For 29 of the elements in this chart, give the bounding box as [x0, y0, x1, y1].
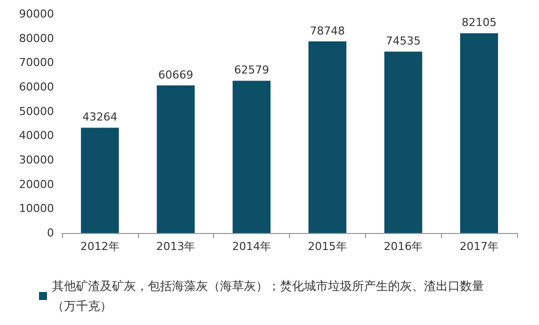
x-tick-label: 2014年 — [232, 240, 272, 253]
data-label: 82105 — [462, 16, 497, 30]
data-label: 62579 — [234, 64, 270, 77]
data-label: 78748 — [310, 24, 345, 38]
x-tick-label: 2015年 — [308, 240, 347, 253]
legend-label: 其他矿渣及矿灰，包括海藻灰（海草灰）；焚化城市垃圾所产生的灰、渣出口数量（万千克） — [52, 279, 484, 313]
data-label: 43264 — [82, 110, 118, 124]
data-label: 60669 — [158, 68, 194, 82]
y-tick-label: 60000 — [19, 80, 54, 94]
y-tick-label: 50000 — [19, 104, 54, 118]
bar — [80, 128, 119, 233]
y-tick-label: 0 — [47, 226, 54, 240]
bar — [156, 85, 195, 233]
bar — [460, 33, 498, 233]
x-tick-label: 2013年 — [156, 240, 196, 253]
x-tick-label: 2016年 — [384, 240, 423, 253]
y-tick-label: 40000 — [19, 129, 54, 142]
bar — [384, 52, 422, 233]
data-label: 74535 — [386, 34, 421, 48]
y-tick-label: 30000 — [19, 154, 54, 166]
y-tick-label: 70000 — [19, 56, 54, 70]
bar — [232, 80, 271, 233]
x-tick-label: 2017年 — [460, 240, 499, 253]
y-tick-label: 80000 — [19, 32, 54, 45]
y-tick-label: 20000 — [19, 178, 54, 191]
y-tick-label: 10000 — [19, 202, 54, 216]
x-tick-label: 2012年 — [80, 240, 120, 253]
y-tick-label: 90000 — [19, 8, 54, 20]
bar — [308, 41, 346, 233]
